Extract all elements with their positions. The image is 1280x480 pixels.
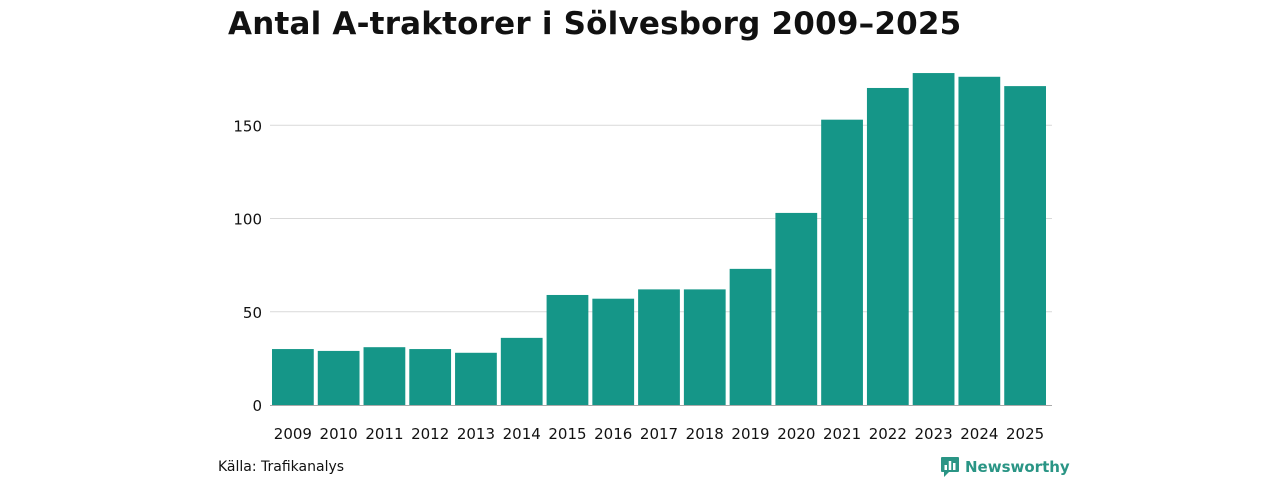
x-tick-label: 2021 [823, 425, 861, 443]
x-tick-label: 2009 [274, 425, 312, 443]
y-tick-label: 50 [243, 304, 262, 322]
bar-2022 [866, 87, 909, 406]
bar-2016 [592, 298, 635, 405]
bar-2024 [958, 76, 1001, 405]
bar-2017 [638, 289, 680, 405]
x-tick-label: 2017 [640, 425, 678, 443]
x-tick-label: 2013 [457, 425, 495, 443]
y-tick-label: 100 [233, 211, 262, 229]
x-tick-label: 2019 [731, 425, 769, 443]
bar-2020 [775, 212, 818, 405]
bars [272, 73, 1046, 406]
brand-name: Newsworthy [965, 458, 1070, 476]
bar-2013 [455, 352, 497, 405]
bar-2014 [500, 337, 543, 405]
x-tick-label: 2024 [960, 425, 998, 443]
x-tick-label: 2022 [869, 425, 907, 443]
x-tick-label: 2011 [365, 425, 403, 443]
bar-2012 [409, 349, 452, 405]
x-tick-label: 2010 [320, 425, 358, 443]
brand-logo: Newsworthy [940, 456, 1070, 478]
x-axis: 2009 2010 2011 2012 2013 2014 2015 2016 2017 2018… [274, 425, 1044, 443]
bar-2021 [821, 119, 863, 406]
newsworthy-logo-icon [941, 457, 959, 477]
chart-title: Antal A-traktorer i Sölvesborg 2009–2025 [228, 6, 962, 42]
source-note: Källa: Trafikanalys [218, 459, 345, 475]
bar-2015 [546, 294, 589, 405]
x-tick-label: 2014 [503, 425, 541, 443]
bar-2010 [317, 350, 360, 405]
bar-2025 [1004, 86, 1046, 406]
bar-2019 [729, 268, 772, 405]
y-tick-label: 150 [233, 117, 262, 135]
y-tick-label: 0 [252, 397, 262, 415]
bar-2018 [683, 289, 726, 405]
bar-2023 [912, 73, 955, 406]
x-tick-label: 2023 [914, 425, 952, 443]
bar-2009 [272, 349, 314, 405]
x-tick-label: 2020 [777, 425, 815, 443]
x-tick-label: 2016 [594, 425, 632, 443]
x-tick-label: 2012 [411, 425, 449, 443]
bar-2011 [363, 347, 406, 405]
x-tick-label: 2018 [686, 425, 724, 443]
x-tick-label: 2015 [548, 425, 586, 443]
y-axis: 0 50 100 150 [233, 117, 262, 415]
x-tick-label: 2025 [1006, 425, 1044, 443]
